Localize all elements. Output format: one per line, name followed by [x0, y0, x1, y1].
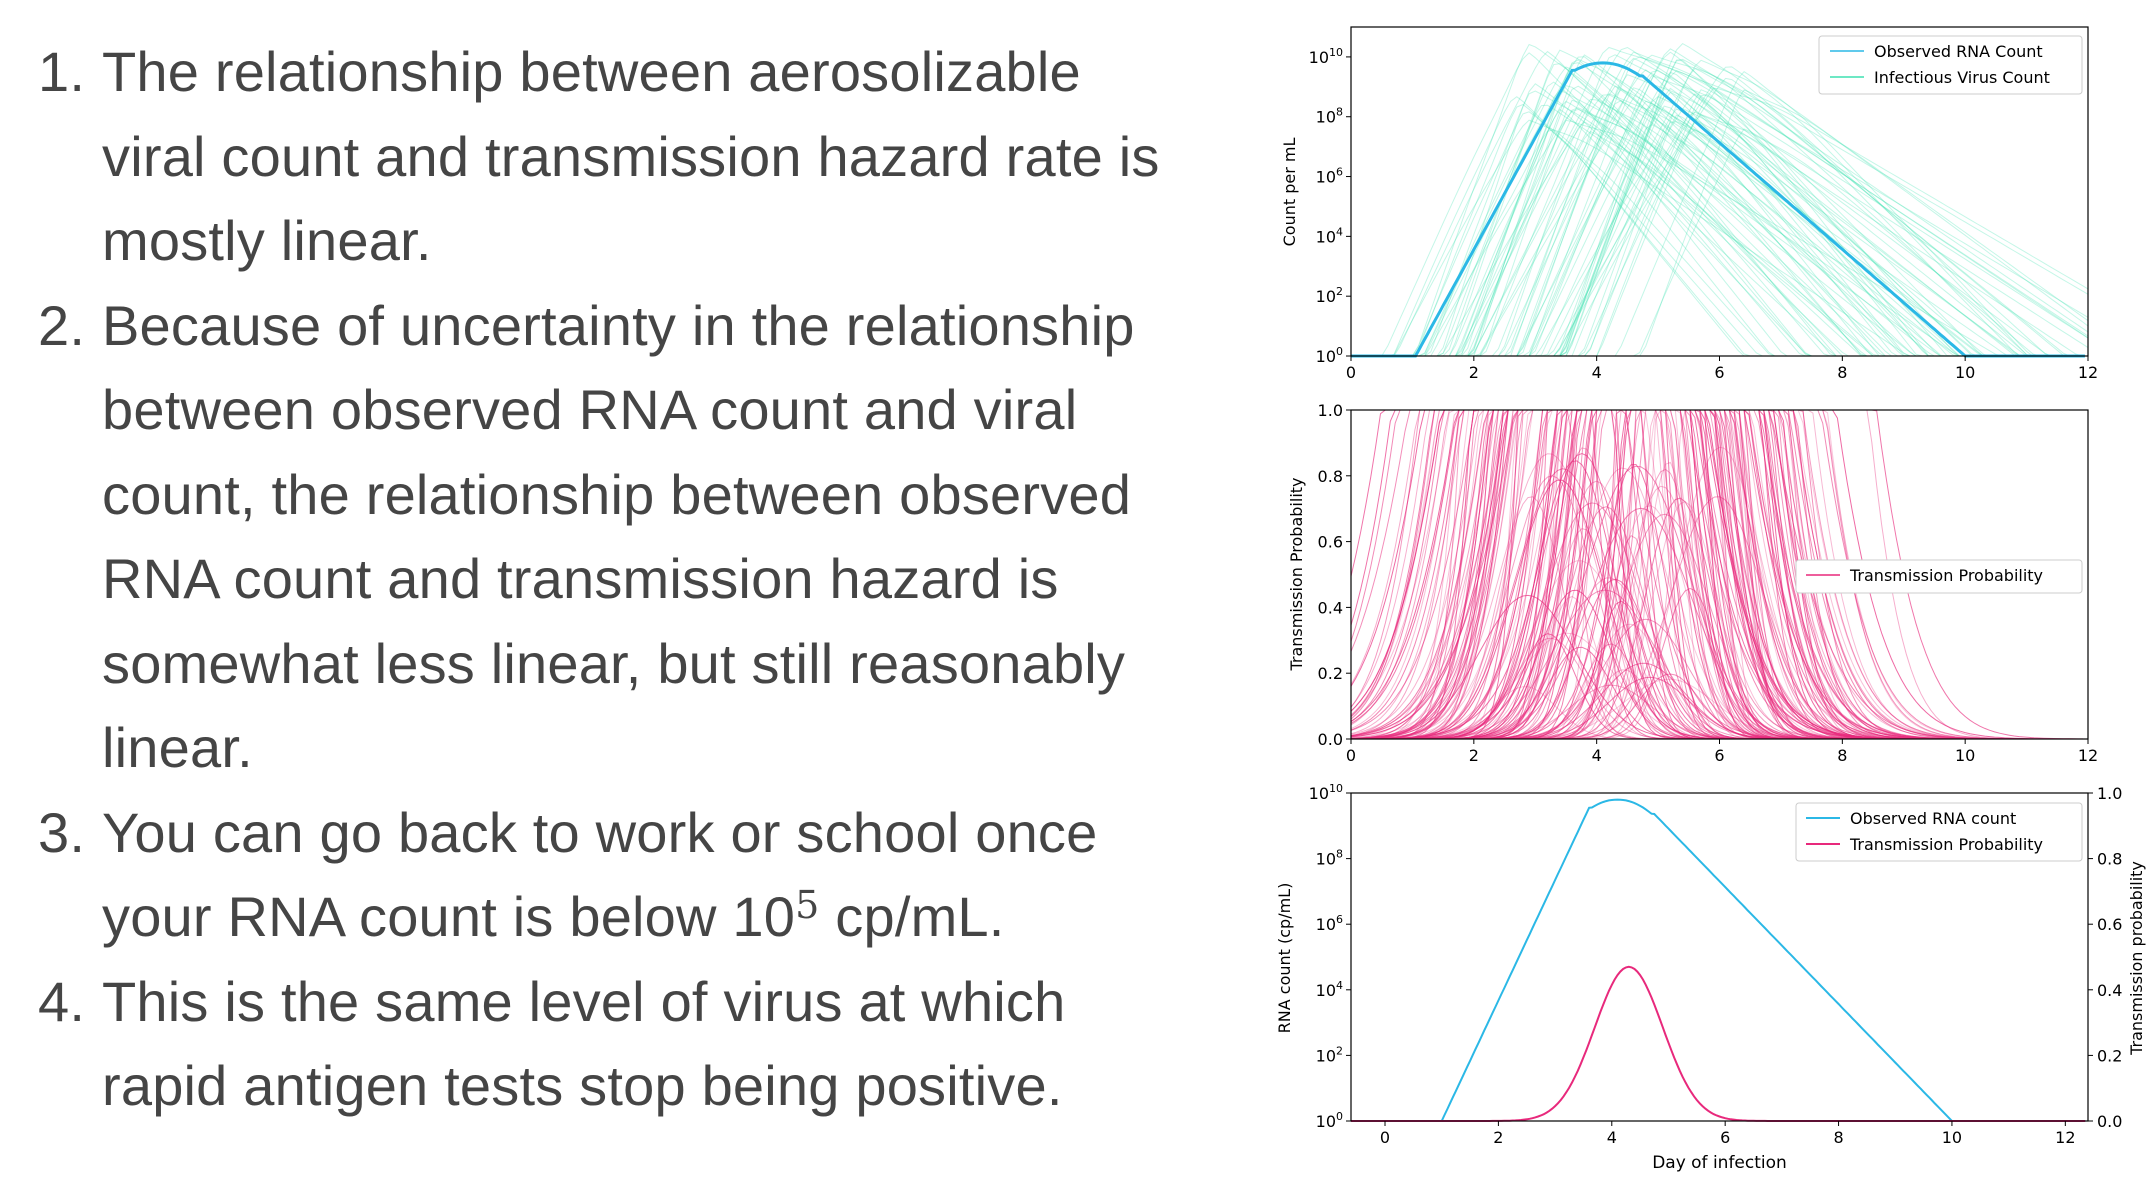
y-tick-label: 106 [1316, 166, 1343, 187]
chart1-ylabel: Count per mL [1280, 138, 1299, 247]
rna-count-line [1351, 61, 2085, 358]
x-tick-label: 4 [1592, 746, 1602, 765]
legend-label: Transmission Probability [1849, 566, 2043, 585]
list-number: 4. [38, 969, 86, 1033]
x-tick-label: 2 [1493, 1128, 1503, 1147]
list-item: 2. Because of uncertainty in the relation… [38, 284, 1218, 791]
list-number: 2. [38, 293, 86, 357]
x-tick-label: 10 [1942, 1128, 1962, 1147]
y-tick-label: 0.8 [1318, 467, 1343, 486]
x-tick-label: 12 [2055, 1128, 2075, 1147]
legend-label: Infectious Virus Count [1874, 68, 2050, 87]
y-tick-label: 104 [1316, 979, 1343, 1000]
x-tick-label: 2 [1469, 363, 1479, 382]
list-text: This is the same level of virus at which… [102, 960, 1218, 1129]
x-tick-label: 10 [1955, 363, 1975, 382]
list-text: You can go back to work or school once yo… [102, 791, 1218, 960]
virus-trajectory [1351, 114, 2088, 357]
text-line: mostly linear. [102, 209, 432, 272]
text-line: viral count and transmission hazard rate… [102, 124, 1160, 188]
text-line: The relationship between aerosolizable [102, 40, 1081, 103]
text-line: linear. [102, 716, 253, 779]
virus-trajectory [1351, 119, 2088, 357]
x-tick-label: 0 [1380, 1128, 1390, 1147]
virus-trajectory [1351, 49, 2088, 357]
legend-label: Transmission Probability [1849, 835, 2043, 854]
chart2-legend-box [1795, 559, 2083, 594]
charts-panel: 0 2 4 6 8 10 12 100 102 104 106 108 1010 Count per mL… [1240, 0, 2150, 1184]
x-tick-label: 8 [1833, 1128, 1843, 1147]
y-tick-label: 102 [1316, 285, 1343, 306]
legend-label: Observed RNA Count [1874, 42, 2043, 61]
text-line: You can go back to work or school once [102, 800, 1098, 864]
x-tick-label: 4 [1607, 1128, 1617, 1147]
y-tick-label: 100 [1316, 345, 1343, 366]
x-tick-label: 12 [2078, 746, 2098, 765]
y-right-tick-label: 0.2 [2097, 1046, 2122, 1065]
chart2-ylabel: Transmission Probability [1287, 477, 1306, 671]
y-tick-label: 1.0 [1318, 401, 1343, 420]
virus-trajectory [1351, 63, 2088, 357]
list-number: 3. [38, 800, 86, 864]
x-tick-label: 12 [2078, 363, 2098, 382]
y-tick-label: 1010 [1309, 782, 1343, 803]
chart3-axes-frame [1350, 792, 2089, 1122]
list-text: Because of uncertainty in the relationsh… [102, 284, 1218, 791]
y-tick-label: 0.0 [1318, 730, 1343, 749]
virus-trajectory [1351, 114, 2088, 357]
text-line: RNA count and transmission hazard is [102, 547, 1059, 610]
text-line: This is the same level of virus at which [102, 969, 1066, 1033]
text-line: your RNA count is below 105 cp/mL. [102, 883, 1005, 948]
y-tick-label: 0.2 [1318, 664, 1343, 683]
x-tick-label: 6 [1714, 363, 1724, 382]
legend-label: Observed RNA count [1850, 809, 2016, 828]
bullet-list: 1. The relationship between aerosolizable… [38, 30, 1218, 1129]
text-line: rapid antigen tests stop being positive. [102, 1054, 1063, 1117]
text-line: between observed RNA count and viral [102, 378, 1078, 441]
chart3-ylabel-right: Transmission probability [2127, 861, 2146, 1056]
list-item: 3. You can go back to work or school once… [38, 791, 1218, 960]
y-tick-label: 102 [1316, 1044, 1343, 1065]
x-tick-label: 6 [1720, 1128, 1730, 1147]
virus-trajectory [1351, 51, 2089, 357]
y-right-tick-label: 0.4 [2097, 981, 2122, 1000]
y-tick-label: 0.6 [1318, 533, 1343, 552]
exponent: 5 [795, 883, 820, 927]
virus-trajectory [1351, 46, 2088, 357]
x-tick-label: 8 [1837, 363, 1847, 382]
y-tick-label: 108 [1316, 106, 1343, 127]
transmission-line [1351, 965, 2086, 1122]
x-tick-label: 0 [1346, 746, 1356, 765]
y-tick-label: 1010 [1309, 46, 1343, 67]
chart3-xlabel: Day of infection [1652, 1153, 1787, 1173]
y-tick-label: 104 [1316, 225, 1343, 246]
x-tick-label: 8 [1837, 746, 1847, 765]
y-right-tick-label: 1.0 [2097, 784, 2122, 803]
virus-trajectory [1351, 46, 2089, 357]
list-number: 1. [38, 40, 86, 103]
chart3-ylabel-left: RNA count (cp/mL) [1275, 883, 1294, 1034]
y-right-tick-label: 0.6 [2097, 915, 2122, 934]
x-tick-label: 4 [1592, 363, 1602, 382]
y-tick-label: 0.4 [1318, 598, 1343, 617]
y-right-tick-label: 0.0 [2097, 1112, 2122, 1131]
virus-trajectory [1351, 62, 2088, 357]
y-tick-label: 100 [1316, 1110, 1343, 1131]
list-item: 1. The relationship between aerosolizable… [38, 30, 1218, 284]
x-tick-label: 2 [1469, 746, 1479, 765]
text-line: somewhat less linear, but still reasonab… [102, 631, 1126, 695]
chart1-legend-box [1818, 35, 2083, 95]
list-text: The relationship between aerosolizable vi… [102, 30, 1218, 284]
y-right-tick-label: 0.8 [2097, 850, 2122, 869]
list-item: 4. This is the same level of virus at whi… [38, 960, 1218, 1129]
text-line: count, the relationship between observed [102, 462, 1132, 526]
x-tick-label: 6 [1714, 746, 1724, 765]
x-tick-label: 10 [1955, 746, 1975, 765]
chart3-legend-box [1795, 802, 2083, 862]
y-tick-label: 108 [1316, 848, 1343, 869]
text-line: Because of uncertainty in the relationsh… [102, 293, 1135, 357]
y-tick-label: 106 [1316, 913, 1343, 934]
x-tick-label: 0 [1346, 363, 1356, 382]
